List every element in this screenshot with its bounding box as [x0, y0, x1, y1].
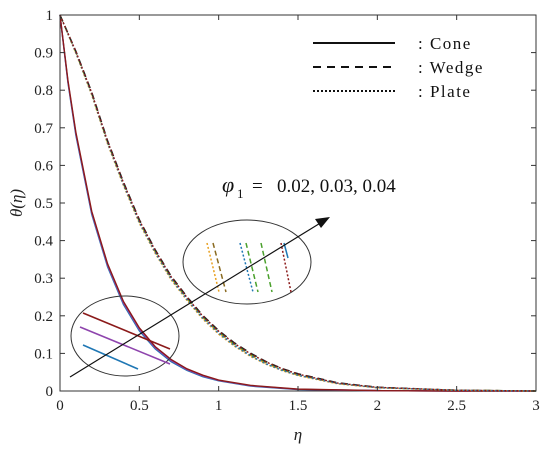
zoom-seg-plate-4 — [280, 242, 292, 293]
curve-cone-2 — [59, 14, 536, 392]
zoom-seg-plate-2 — [245, 242, 259, 293]
x-tick-label: 1 — [215, 398, 223, 414]
x-tick-label: 0 — [56, 398, 64, 414]
y-tick-label: 0.1 — [34, 346, 53, 362]
y-tick-label: 0.9 — [34, 46, 53, 62]
y-tick-label: 0.7 — [34, 121, 53, 137]
y-tick-label: 0.5 — [34, 196, 53, 212]
x-tick-label: 3 — [532, 398, 540, 414]
zoom-ellipse-cone — [70, 295, 180, 377]
x-tick-label: 1.5 — [289, 398, 308, 414]
annotation-values: = 0.02, 0.03, 0.04 — [252, 176, 396, 197]
legend-label-wedge: : Wedge — [418, 58, 484, 77]
y-tick-label: 0.6 — [34, 158, 53, 174]
y-tick-label: 0.8 — [34, 83, 53, 99]
legend-label-cone: : Cone — [418, 34, 472, 53]
x-tick-label: 2 — [374, 398, 382, 414]
series-curves — [59, 14, 537, 392]
axis-ticks: 0 0.5 1 1.5 2 2.5 3 0 0.1 0.2 0.3 0.4 0.5 0.6 0.7 0.8 0.… — [34, 8, 540, 414]
increase-arrow-head — [315, 217, 330, 228]
increase-arrow-shaft — [69, 221, 323, 378]
legend-label-plate: : Plate — [418, 82, 471, 101]
y-tick-label: 1 — [46, 8, 54, 24]
zoom-seg-cone-purple — [79, 326, 171, 365]
legend: : Cone : Wedge : Plate — [313, 34, 484, 101]
curve-wedge-5 — [59, 14, 537, 392]
x-tick-label: 0.5 — [130, 398, 149, 414]
zoom-seg-plate-1 — [239, 242, 254, 293]
x-tick-label: 2.5 — [447, 398, 466, 414]
y-tick-label: 0.2 — [34, 309, 53, 325]
y-tick-label: 0 — [46, 384, 54, 400]
zoom-seg-plate-3 — [260, 242, 273, 293]
annotation-subscript: 1 — [237, 186, 244, 201]
zoom-seg-wedge-1 — [206, 242, 220, 293]
annotation-symbol: φ — [222, 172, 234, 197]
y-axis-title: θ(η) — [7, 189, 26, 217]
zoom-seg-wedge-2 — [212, 242, 227, 293]
zoom-seg-cone-blue — [82, 344, 139, 370]
zoom-ellipse-plate-wedge — [182, 219, 312, 305]
zoom-seg-cone-red — [82, 312, 171, 350]
y-tick-label: 0.4 — [34, 234, 53, 250]
phi-annotation: φ 1 = 0.02, 0.03, 0.04 — [69, 172, 396, 378]
x-axis-title: η — [294, 425, 302, 444]
curve-plate-7 — [59, 14, 537, 392]
y-tick-label: 0.3 — [34, 271, 53, 287]
